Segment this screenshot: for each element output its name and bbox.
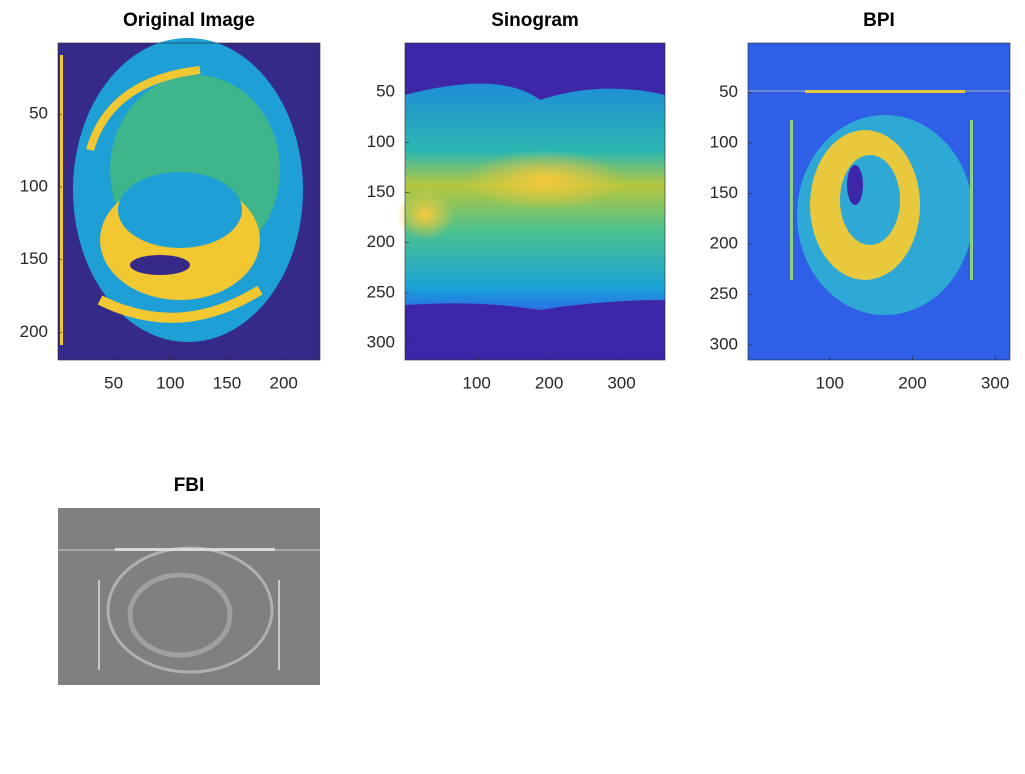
x-tick-label: 100: [156, 373, 184, 392]
x-tick-label: 150: [213, 373, 241, 392]
x-tick-label: 300: [981, 373, 1009, 392]
y-tick-label: 50: [29, 104, 48, 123]
y-tick-label: 100: [710, 132, 738, 151]
image-original: [58, 38, 320, 360]
figure: Original Image 50 100 150 200 50 100 150 200 Sino…: [0, 0, 1025, 769]
y-tick-label: 300: [710, 334, 738, 353]
axes-title: Original Image: [123, 10, 255, 31]
y-tick-label: 300: [367, 332, 395, 351]
y-tick-label: 100: [367, 132, 395, 151]
axes-title: BPI: [863, 10, 895, 31]
x-tick-label: 100: [816, 373, 844, 392]
y-tick-label: 150: [710, 183, 738, 202]
axes-title: Sinogram: [491, 10, 579, 31]
image-sinogram: [395, 43, 665, 360]
y-tick-label: 150: [367, 182, 395, 201]
y-tick-label: 200: [710, 233, 738, 252]
image-fbi: [58, 508, 320, 685]
axes-title: FBI: [174, 475, 205, 496]
y-tick-label: 250: [367, 282, 395, 301]
x-tick-label: 50: [104, 373, 123, 392]
y-tick-label: 150: [20, 249, 48, 268]
y-tick-label: 200: [20, 322, 48, 341]
y-tick-label: 200: [367, 232, 395, 251]
y-tick-label: 50: [376, 82, 395, 101]
image-bpi: [748, 43, 1010, 360]
y-tick-label: 50: [719, 82, 738, 101]
x-tick-label: 100: [463, 373, 491, 392]
y-tick-label: 250: [710, 284, 738, 303]
x-tick-label: 200: [535, 373, 563, 392]
x-tick-label: 300: [607, 373, 635, 392]
x-tick-label: 200: [270, 373, 298, 392]
x-tick-label: 200: [898, 373, 926, 392]
y-tick-label: 100: [20, 176, 48, 195]
